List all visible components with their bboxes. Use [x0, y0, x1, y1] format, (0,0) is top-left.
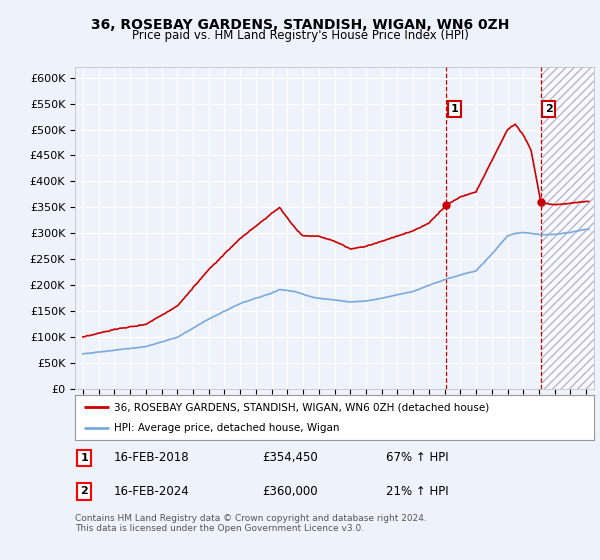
Text: 21% ↑ HPI: 21% ↑ HPI: [386, 485, 449, 498]
Text: Contains HM Land Registry data © Crown copyright and database right 2024.
This d: Contains HM Land Registry data © Crown c…: [75, 514, 427, 534]
Text: 2: 2: [80, 487, 88, 496]
Text: 36, ROSEBAY GARDENS, STANDISH, WIGAN, WN6 0ZH (detached house): 36, ROSEBAY GARDENS, STANDISH, WIGAN, WN…: [114, 402, 489, 412]
Text: 67% ↑ HPI: 67% ↑ HPI: [386, 451, 449, 464]
Bar: [542, 67, 594, 389]
Bar: [542, 67, 594, 389]
Text: 16-FEB-2024: 16-FEB-2024: [114, 485, 190, 498]
Text: 16-FEB-2018: 16-FEB-2018: [114, 451, 190, 464]
Text: £360,000: £360,000: [262, 485, 317, 498]
Text: 36, ROSEBAY GARDENS, STANDISH, WIGAN, WN6 0ZH: 36, ROSEBAY GARDENS, STANDISH, WIGAN, WN…: [91, 18, 509, 32]
Text: 2: 2: [545, 104, 553, 114]
Text: HPI: Average price, detached house, Wigan: HPI: Average price, detached house, Wiga…: [114, 423, 340, 433]
Text: Price paid vs. HM Land Registry's House Price Index (HPI): Price paid vs. HM Land Registry's House …: [131, 29, 469, 42]
Text: 1: 1: [80, 453, 88, 463]
Text: £354,450: £354,450: [262, 451, 317, 464]
Text: 1: 1: [451, 104, 458, 114]
